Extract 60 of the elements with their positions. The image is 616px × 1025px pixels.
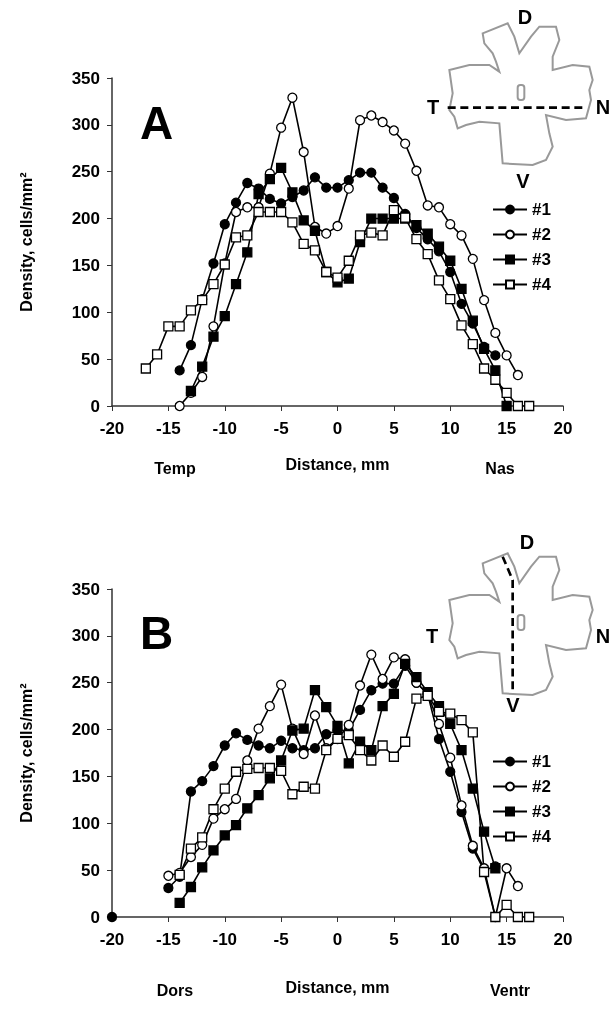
- legend-label: #4: [532, 275, 552, 294]
- x-tick-label: 5: [389, 930, 399, 949]
- text: Dors: [156, 981, 194, 999]
- x-tick-label: 0: [332, 419, 343, 438]
- x-tick-label: -10: [212, 419, 238, 438]
- annotation: T: [425, 625, 439, 647]
- legend-label: #2: [532, 777, 551, 796]
- text: Ventr: [489, 981, 531, 999]
- x-tick-label: 5: [389, 419, 399, 438]
- y-tick-label: 150: [71, 255, 100, 275]
- text: D: [519, 531, 535, 553]
- x-tick-label: 10: [440, 930, 460, 949]
- x-axis-title: Distance, mm: [285, 978, 390, 996]
- text: D: [517, 6, 533, 28]
- x-tick-label: 15: [497, 419, 517, 438]
- x-tick-label: -10: [212, 930, 238, 949]
- x-tick-label: -5: [273, 930, 289, 949]
- y-tick-label: 350: [71, 68, 100, 88]
- annotation: V: [516, 170, 531, 192]
- y-axis-title: Density, cells/mm²: [17, 683, 35, 823]
- x-tick-label: -5: [273, 419, 289, 438]
- annotation: V: [506, 694, 521, 716]
- y-tick-label: 100: [71, 302, 100, 322]
- legend-label: #1: [532, 752, 551, 771]
- x-tick-label: -20: [99, 930, 125, 949]
- y-tick-label: 200: [71, 209, 100, 229]
- x-tick-label: 20: [553, 419, 573, 438]
- y-tick-label: 0: [90, 396, 100, 416]
- y-tick-label: 350: [71, 579, 100, 599]
- y-tick-label: 200: [71, 720, 100, 740]
- y-tick-label: 300: [71, 115, 100, 135]
- y-tick-label: 150: [71, 766, 100, 786]
- y-tick-label: 250: [71, 162, 100, 182]
- y-tick-label: 100: [71, 813, 100, 833]
- legend-label: #3: [532, 250, 551, 269]
- legend-label: #3: [532, 802, 551, 821]
- text: Nas: [485, 459, 515, 477]
- x-tick-label: 20: [553, 930, 573, 949]
- x-tick-label: -15: [156, 930, 181, 949]
- legend-label: #1: [532, 200, 551, 219]
- y-tick-label: 250: [71, 673, 100, 693]
- x-tick-label: -20: [99, 419, 125, 438]
- x-tick-label: 10: [440, 419, 460, 438]
- text: N: [595, 625, 611, 647]
- y-tick-label: 0: [90, 907, 100, 927]
- chart-title: A: [140, 97, 174, 149]
- x-tick-label: 15: [497, 930, 517, 949]
- chart-title: B: [140, 607, 174, 659]
- x-tick-label: -15: [156, 419, 181, 438]
- y-tick-label: 300: [71, 626, 100, 646]
- annotation: T: [426, 96, 440, 118]
- x-tick-label: 0: [332, 930, 343, 949]
- y-tick-label: 50: [81, 349, 100, 369]
- text: N: [595, 96, 611, 118]
- y-axis-title: Density, cells/mm²: [17, 172, 35, 312]
- legend-label: #4: [532, 827, 552, 846]
- text: Temp: [154, 459, 196, 477]
- legend-label: #2: [532, 225, 551, 244]
- y-tick-label: 50: [81, 860, 100, 880]
- x-axis-title: Distance, mm: [285, 455, 390, 473]
